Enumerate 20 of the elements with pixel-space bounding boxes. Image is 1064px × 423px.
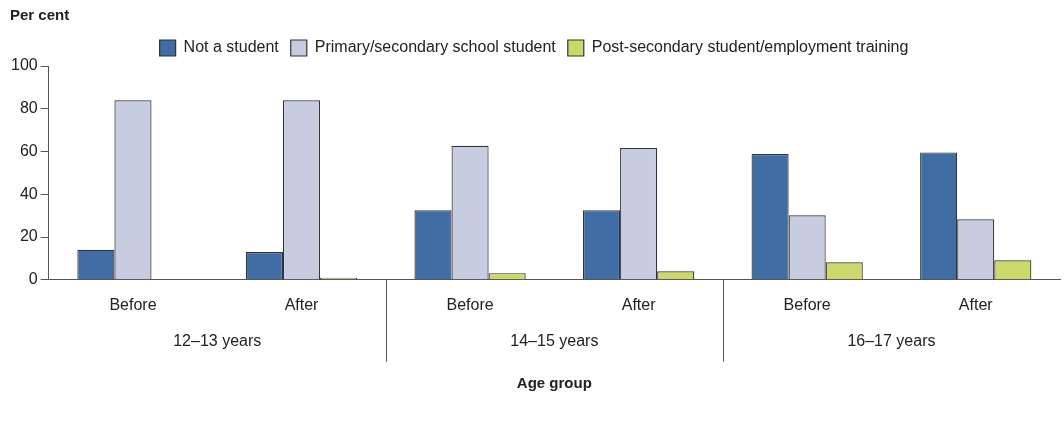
text: 12–13 years <box>173 332 262 350</box>
x-tick-label: Before <box>109 295 157 313</box>
legend-label: Post-secondary student/employment training <box>591 38 909 56</box>
legend-label: Not a student <box>183 38 280 56</box>
y-tick-label: 80 <box>19 99 38 117</box>
x-tick-label: Before <box>446 295 494 313</box>
y-tick-label: 40 <box>19 184 38 202</box>
x-tick-label: Before <box>783 295 831 313</box>
text: 16–17 years <box>847 332 936 350</box>
text: 14–15 years <box>510 332 599 350</box>
x-tick-label: After <box>284 295 320 313</box>
x-tick-label: After <box>958 295 994 313</box>
x-axis-title: Age group <box>516 374 592 392</box>
y-axis-title: Per cent <box>10 6 70 23</box>
y-tick-label: 100 <box>10 56 38 74</box>
y-tick-label: 20 <box>19 227 38 245</box>
y-tick-label: 60 <box>19 141 38 159</box>
y-tick-label: 0 <box>28 270 38 288</box>
x-tick-label: After <box>621 295 657 313</box>
legend-label: Primary/secondary school student <box>314 38 557 56</box>
